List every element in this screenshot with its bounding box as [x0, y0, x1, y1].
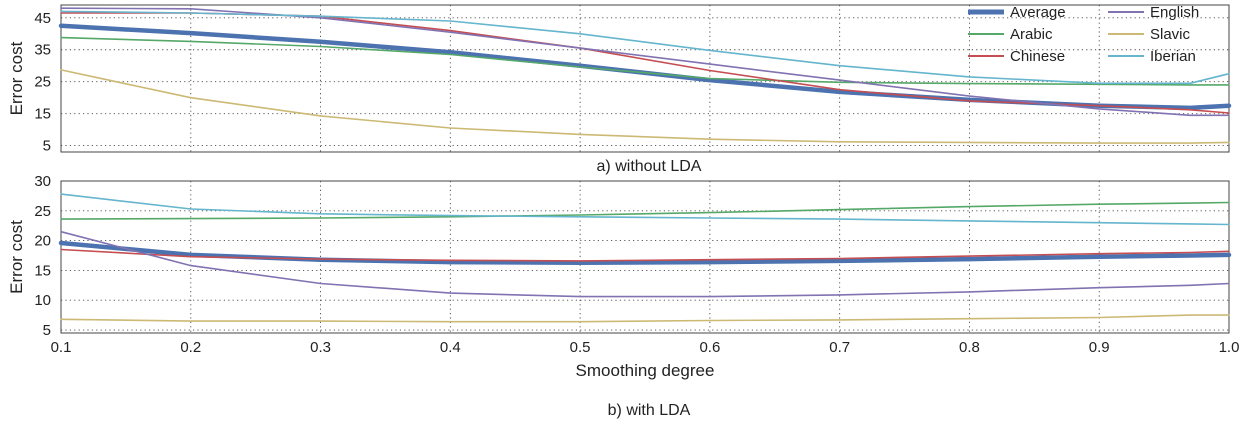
panel-with-lda: 5 10 15 20 25 30 0.1 0.2 0.3 0.4 0.5 0.6 0.7 0.8 0.9 1.…: [7, 173, 1239, 419]
plot-frame: [60, 4, 1230, 153]
x-tick-label: 0.5: [570, 339, 591, 356]
y-tick-label: 5: [43, 322, 51, 339]
legend-label-arabic: Arabic: [1010, 26, 1053, 43]
legend-label-english: English: [1150, 4, 1199, 21]
y-tick-label: 15: [34, 106, 51, 123]
x-tick-label: 0.1: [51, 339, 72, 356]
series-line-slavic: [60, 314, 1230, 323]
x-tick-label: 1.0: [1219, 339, 1240, 356]
x-tick-label: 0.9: [1089, 339, 1110, 356]
x-tick-label: 0.7: [829, 339, 850, 356]
y-tick-label: 35: [34, 42, 51, 59]
legend-label-average: Average: [1010, 4, 1066, 21]
series-line-arabic: [60, 36, 1230, 86]
panel-caption: a) without LDA: [597, 158, 702, 175]
series-line-iberian: [60, 10, 1230, 85]
series-line-chinese: [60, 248, 1230, 262]
series-line-average: [58, 23, 1232, 111]
x-tick-label: 0.8: [959, 339, 980, 356]
y-tick-label: 30: [34, 173, 51, 190]
y-tick-label: 25: [34, 203, 51, 220]
x-tick-label: 0.4: [440, 339, 461, 356]
series-line-english: [60, 230, 1230, 298]
x-axis-label: Smoothing degree: [576, 361, 715, 380]
series-line-arabic: [60, 201, 1230, 220]
legend-label-chinese: Chinese: [1010, 48, 1065, 65]
series-line-slavic: [60, 69, 1230, 144]
y-tick-label: 20: [34, 233, 51, 250]
x-tick-label: 0.2: [180, 339, 201, 356]
legend-label-iberian: Iberian: [1150, 48, 1196, 65]
y-tick-label: 10: [34, 292, 51, 309]
panel-without-lda: 5 15 25 35 45 Error cost a) without LDA Average…: [7, 4, 1232, 175]
y-axis-label: Error cost: [7, 220, 26, 294]
legend: Average Arabic Chinese English Slavic Iberian: [968, 4, 1199, 65]
series-line-iberian: [60, 193, 1230, 226]
legend-label-slavic: Slavic: [1150, 26, 1191, 43]
y-tick-label: 15: [34, 262, 51, 279]
y-tick-label: 45: [34, 10, 51, 27]
y-tick-label: 25: [34, 74, 51, 91]
panel-caption: b) with LDA: [608, 402, 691, 419]
y-axis-label: Error cost: [7, 41, 26, 115]
y-tick-label: 5: [43, 138, 51, 155]
x-tick-label: 0.3: [310, 339, 331, 356]
x-tick-label: 0.6: [699, 339, 720, 356]
